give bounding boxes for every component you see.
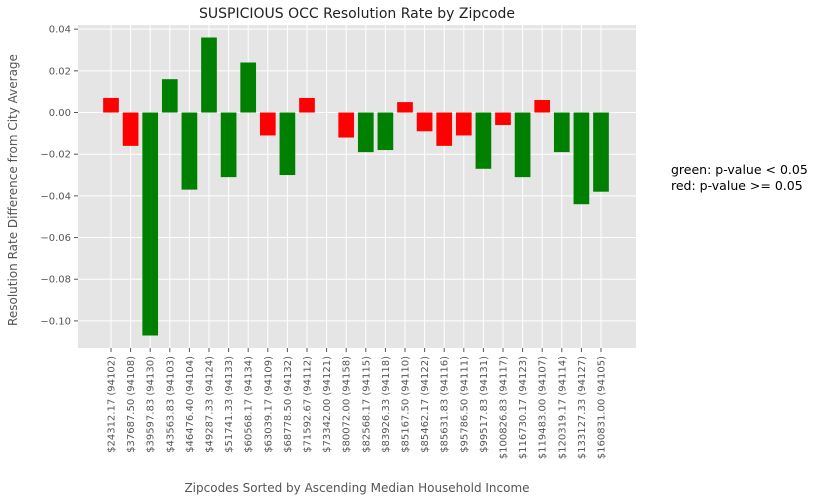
bar-16	[416, 112, 433, 132]
x-tick-label: $100826.83 (94117)	[499, 356, 510, 459]
x-tick-label: $116730.17 (94123)	[518, 356, 529, 459]
bar-9	[279, 112, 296, 176]
bars	[103, 37, 609, 336]
bar-19	[475, 112, 492, 169]
legend-note-red: red: p-value >= 0.05	[671, 178, 803, 193]
x-tick-label: $85167.50 (94110)	[401, 356, 412, 453]
bar-7	[240, 62, 257, 113]
bar-6	[220, 112, 237, 178]
x-tick-label: $73342.00 (94121)	[322, 356, 333, 453]
bar-18	[455, 112, 472, 136]
x-axis-ticks: $24312.17 (94102) $37687.50 (94108) $39597…	[107, 348, 608, 459]
y-tick-label: −0.08	[40, 275, 71, 286]
bar-21	[514, 112, 531, 178]
bar-25	[593, 112, 609, 192]
x-tick-label: $39597.83 (94130)	[146, 356, 157, 453]
bar-0	[103, 97, 119, 113]
x-tick-label: $82568.17 (94115)	[361, 356, 372, 453]
x-tick-label: $63039.17 (94109)	[263, 356, 274, 453]
x-tick-label: $95786.50 (94111)	[459, 356, 470, 453]
x-axis-label: Zipcodes Sorted by Ascending Median Hous…	[184, 481, 529, 495]
x-tick-label: $46476.40 (94104)	[185, 356, 196, 453]
x-tick-label: $99517.83 (94131)	[479, 356, 490, 453]
x-tick-label: $83926.33 (94118)	[381, 356, 392, 453]
bar-10	[299, 97, 315, 113]
bar-23	[553, 112, 570, 153]
x-tick-label: $43563.83 (94103)	[165, 356, 176, 453]
y-tick-label: −0.06	[40, 233, 71, 244]
bar-12	[338, 112, 355, 138]
bar-20	[495, 112, 511, 126]
bar-4	[181, 112, 198, 190]
plot-area	[78, 25, 636, 348]
y-tick-label: 0.04	[49, 25, 71, 36]
bar-24	[573, 112, 590, 205]
x-tick-label: $120319.17 (94114)	[557, 356, 568, 459]
x-tick-label: $60568.17 (94134)	[244, 356, 255, 453]
x-tick-label: $71592.67 (94112)	[303, 356, 314, 453]
chart-title: SUSPICIOUS OCC Resolution Rate by Zipcod…	[199, 6, 515, 22]
legend-note-green: green: p-value < 0.05	[671, 162, 808, 177]
bar-8	[259, 112, 276, 136]
x-tick-label: $68778.50 (94132)	[283, 356, 294, 453]
x-tick-label: $80072.00 (94158)	[342, 356, 353, 453]
y-axis-ticks: 0.04 0.02 0.00 −0.02 −0.04 −0.06 −0.08 −0.10	[40, 25, 78, 327]
bar-15	[397, 102, 413, 113]
y-tick-label: −0.10	[40, 316, 71, 327]
y-tick-label: −0.04	[40, 191, 71, 202]
y-axis-label: Resolution Rate Difference from City Ave…	[6, 54, 20, 326]
bar-22	[534, 100, 551, 113]
x-tick-label: $160831.00 (94105)	[597, 356, 608, 459]
x-tick-label: $24312.17 (94102)	[107, 356, 118, 453]
x-tick-label: $133127.33 (94127)	[577, 356, 588, 459]
bar-1	[122, 112, 139, 146]
y-tick-label: 0.02	[49, 66, 71, 77]
y-tick-label: −0.02	[40, 150, 71, 161]
bar-5	[201, 37, 217, 113]
x-tick-label: $51741.33 (94133)	[224, 356, 235, 453]
x-tick-label: $37687.50 (94108)	[126, 356, 137, 453]
x-tick-label: $119483.00 (94107)	[538, 356, 549, 459]
bar-13	[357, 112, 374, 153]
bar-14	[377, 112, 394, 151]
bar-3	[161, 79, 178, 113]
bar-2	[142, 112, 159, 336]
x-tick-label: $85631.83 (94116)	[440, 356, 451, 453]
x-tick-label: $85462.17 (94122)	[420, 356, 431, 453]
bar-17	[436, 112, 453, 146]
y-tick-label: 0.00	[49, 108, 71, 119]
x-tick-label: $49287.33 (94124)	[205, 356, 216, 453]
